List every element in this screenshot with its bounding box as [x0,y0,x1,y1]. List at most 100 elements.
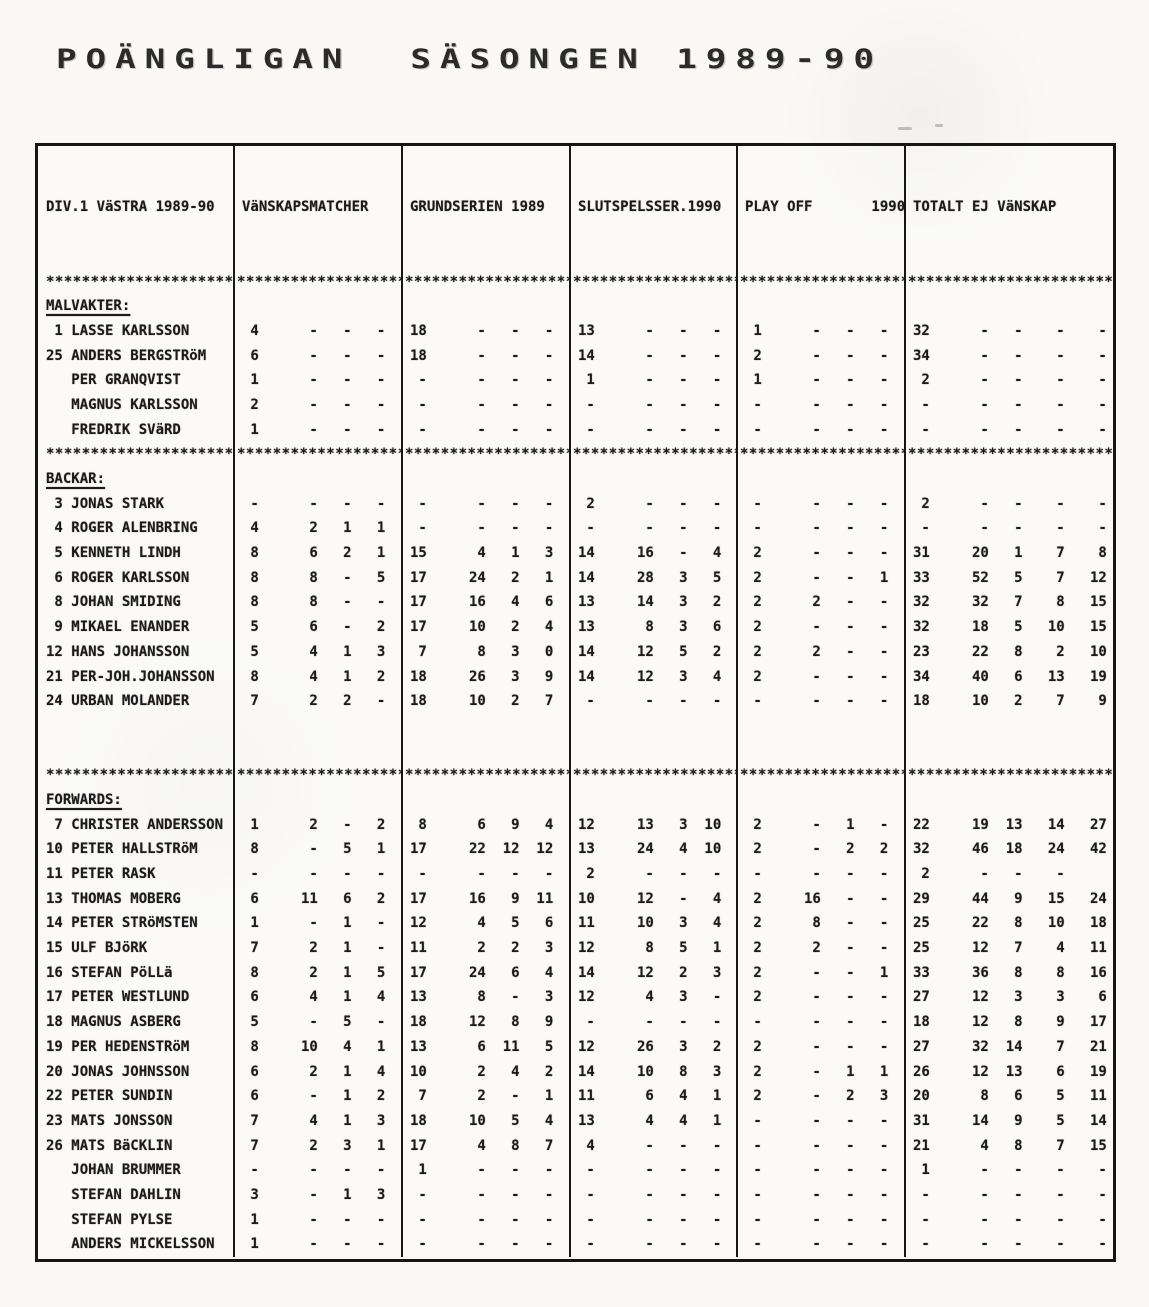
table-row: 4 ROGER ALENBRING 4 2 1 1 - - - - - - - … [38,516,1113,542]
playoff-stats-cell: 1 - - - [736,318,904,344]
playoff-stats-cell: - - - - [736,1182,904,1208]
table-row: 3 JONAS STARK - - - - - - - - 2 - - - - … [38,491,1113,517]
playoff-series-stats-cell: 12 4 3 - [569,985,736,1011]
table-row: 14 PETER STRöMSTEN 1 - 1 -12 4 5 6 11 10 … [38,911,1113,937]
total-stats-cell: 2 - - - - [904,368,1113,393]
total-stats-cell: 2 - - - [904,862,1113,887]
player-name-cell: 5 KENNETH LINDH [46,545,181,562]
regular-season-stats-cell: - - - - [401,491,569,517]
regular-season-stats-cell: 7 8 3 0 [401,639,569,665]
total-stats-cell: 29 44 9 15 24 [904,886,1113,912]
player-name-cell: 13 THOMAS MOBERG [46,890,181,907]
empty-cell [904,467,1113,492]
total-stats-cell: 25 22 8 10 18 [904,911,1113,937]
friendlies-stats-cell: 1 - - - [233,1232,401,1257]
divider-stars-cell: ******************* [736,269,904,295]
section-label: FORWARDS: [46,791,122,808]
total-stats-cell: - - - - - [904,1182,1113,1208]
playoff-stats-cell: - - - - [736,392,904,418]
playoff-series-stats-cell: 14 12 2 3 [569,960,736,986]
section-label: BACKAR: [46,471,106,487]
page-title: POÄNGLIGAN SÄSONGEN 1989-90 [56,44,883,75]
player-name-cell: 6 ROGER KARLSSON [46,569,190,586]
regular-season-stats-cell: - - - - [401,1232,569,1257]
total-stats-cell: 34 40 6 13 19 [904,664,1113,690]
regular-season-stats-cell: 18 10 5 4 [401,1108,569,1134]
empty-cell [736,787,904,813]
regular-season-stats-cell: 17 10 2 4 [401,615,569,640]
friendlies-stats-cell: 2 - - - [233,392,401,418]
empty-cell [401,294,569,319]
divider-stars-cell: ******************* [401,442,569,467]
empty-cell [569,738,736,764]
friendlies-stats-cell: 8 2 1 5 [233,960,401,986]
divider-stars-cell: ******************* [401,269,569,295]
playoff-series-stats-cell: - - - - [569,1207,736,1233]
empty-cell [233,713,401,739]
friendlies-stats-cell: 8 - 5 1 [233,837,401,862]
table-row: 26 MATS BäCKLIN 7 2 3 1 17 4 8 7 4 - - - … [38,1133,1113,1159]
playoff-stats-cell: 2 8 - - [736,911,904,937]
player-name-cell: 1 LASSE KARLSSON [46,322,190,339]
total-stats-cell: 26 12 13 6 19 [904,1059,1113,1085]
table-row: 20 JONAS JOHNSSON 6 2 1 4 10 2 4 2 14 10 8… [38,1059,1113,1085]
section-divider-row: *********************** *****************… [38,269,1113,295]
playoff-stats-cell: - - - - [736,1108,904,1134]
divider-stars-cell: ************************ [904,269,1113,295]
stats-table: DIV.1 VäSTRA 1989-90 PLAY OFF VäNSKAPSMA… [35,143,1116,1262]
header-cell-total: TOTALT EJ VäNSKAP SPEL. UTV. MATCH MIN M… [904,146,1113,270]
player-name-cell: 19 PER HEDENSTRöM [46,1038,190,1055]
friendlies-stats-cell: 7 2 3 1 [233,1133,401,1159]
playoff-series-stats-cell: 14 16 - 4 [569,541,736,566]
playoff-stats-cell: - - - - [736,862,904,887]
empty-cell [233,787,401,813]
friendlies-stats-cell: - - - - [233,1158,401,1183]
section-divider-row: *********************** *****************… [38,763,1113,788]
friendlies-stats-cell: 5 6 - 2 [233,615,401,640]
friendlies-stats-cell: 6 4 1 4 [233,985,401,1011]
column-title: VäNSKAPSMATCHER [242,199,369,216]
scan-smudge [935,124,943,127]
table-row: 8 JOHAN SMIDING 8 8 - -17 16 4 6 13 14 3 … [38,590,1113,616]
header-cell-regular-season: GRUNDSERIEN 1989 SPEL. UTV. MATCH MIN MA… [401,146,569,270]
empty-cell [736,738,904,764]
total-stats-cell: 32 18 5 10 15 [904,615,1113,640]
table-row: 18 MAGNUS ASBERG 5 - 5 -18 12 8 9 - - - … [38,1010,1113,1035]
divider-stars-cell: ******************* [736,763,904,788]
playoff-stats-cell: - - - - [736,417,904,443]
total-stats-cell: - - - - - [904,1232,1113,1257]
playoff-stats-cell: 1 - - - [736,368,904,393]
table-row: 15 ULF BJöRK 7 2 1 -11 2 2 3 12 8 5 1 2 2… [38,936,1113,961]
playoff-series-stats-cell: 13 14 3 2 [569,590,736,616]
friendlies-stats-cell: 1 - - - [233,368,401,393]
regular-season-stats-cell: 17 4 8 7 [401,1133,569,1159]
playoff-series-stats-cell: 13 4 4 1 [569,1108,736,1134]
player-name-cell: JOHAN BRUMMER [46,1162,181,1179]
playoff-series-stats-cell: - - - - [569,417,736,443]
header-cell-division: DIV.1 VäSTRA 1989-90 PLAY OFF [38,146,233,270]
playoff-series-stats-cell: - - - - [569,1158,736,1183]
table-row: FREDRIK SVäRD 1 - - - - - - - - - - - - … [38,417,1113,443]
regular-season-stats-cell: - - - - [401,862,569,887]
total-stats-cell: - - - - - [904,516,1113,542]
table-row: 16 STEFAN PöLLä 8 2 1 5 17 24 6 4 14 12 2 … [38,960,1113,986]
total-stats-cell: 21 4 8 7 15 [904,1133,1113,1159]
regular-season-stats-cell: 17 24 2 1 [401,565,569,591]
playoff-stats-cell: - - - - [736,1207,904,1233]
playoff-stats-cell: 2 16 - - [736,886,904,912]
table-row: 11 PETER RASK - - - - - - - - 2 - - - - … [38,862,1113,887]
table-row: 17 PETER WESTLUND 6 4 1 4 13 8 - 3 12 4 3 … [38,985,1113,1011]
player-name-cell: 18 MAGNUS ASBERG [46,1014,181,1031]
playoff-series-stats-cell: 14 10 8 3 [569,1059,736,1085]
empty-cell [569,787,736,813]
playoff-series-stats-cell: 12 26 3 2 [569,1034,736,1060]
friendlies-stats-cell: 1 - - - [233,417,401,443]
player-name-cell: 8 JOHAN SMIDING [46,594,181,611]
total-stats-cell: 34 - - - - [904,343,1113,369]
playoff-series-stats-cell: 14 12 5 2 [569,639,736,665]
friendlies-stats-cell: 6 2 1 4 [233,1059,401,1085]
playoff-stats-cell: - - - - [736,491,904,517]
playoff-stats-cell: 2 - 2 2 [736,837,904,862]
regular-season-stats-cell: 1 - - - [401,1158,569,1183]
table-row: STEFAN DAHLIN 3 - 1 3 - - - - - - - - - … [38,1182,1113,1208]
